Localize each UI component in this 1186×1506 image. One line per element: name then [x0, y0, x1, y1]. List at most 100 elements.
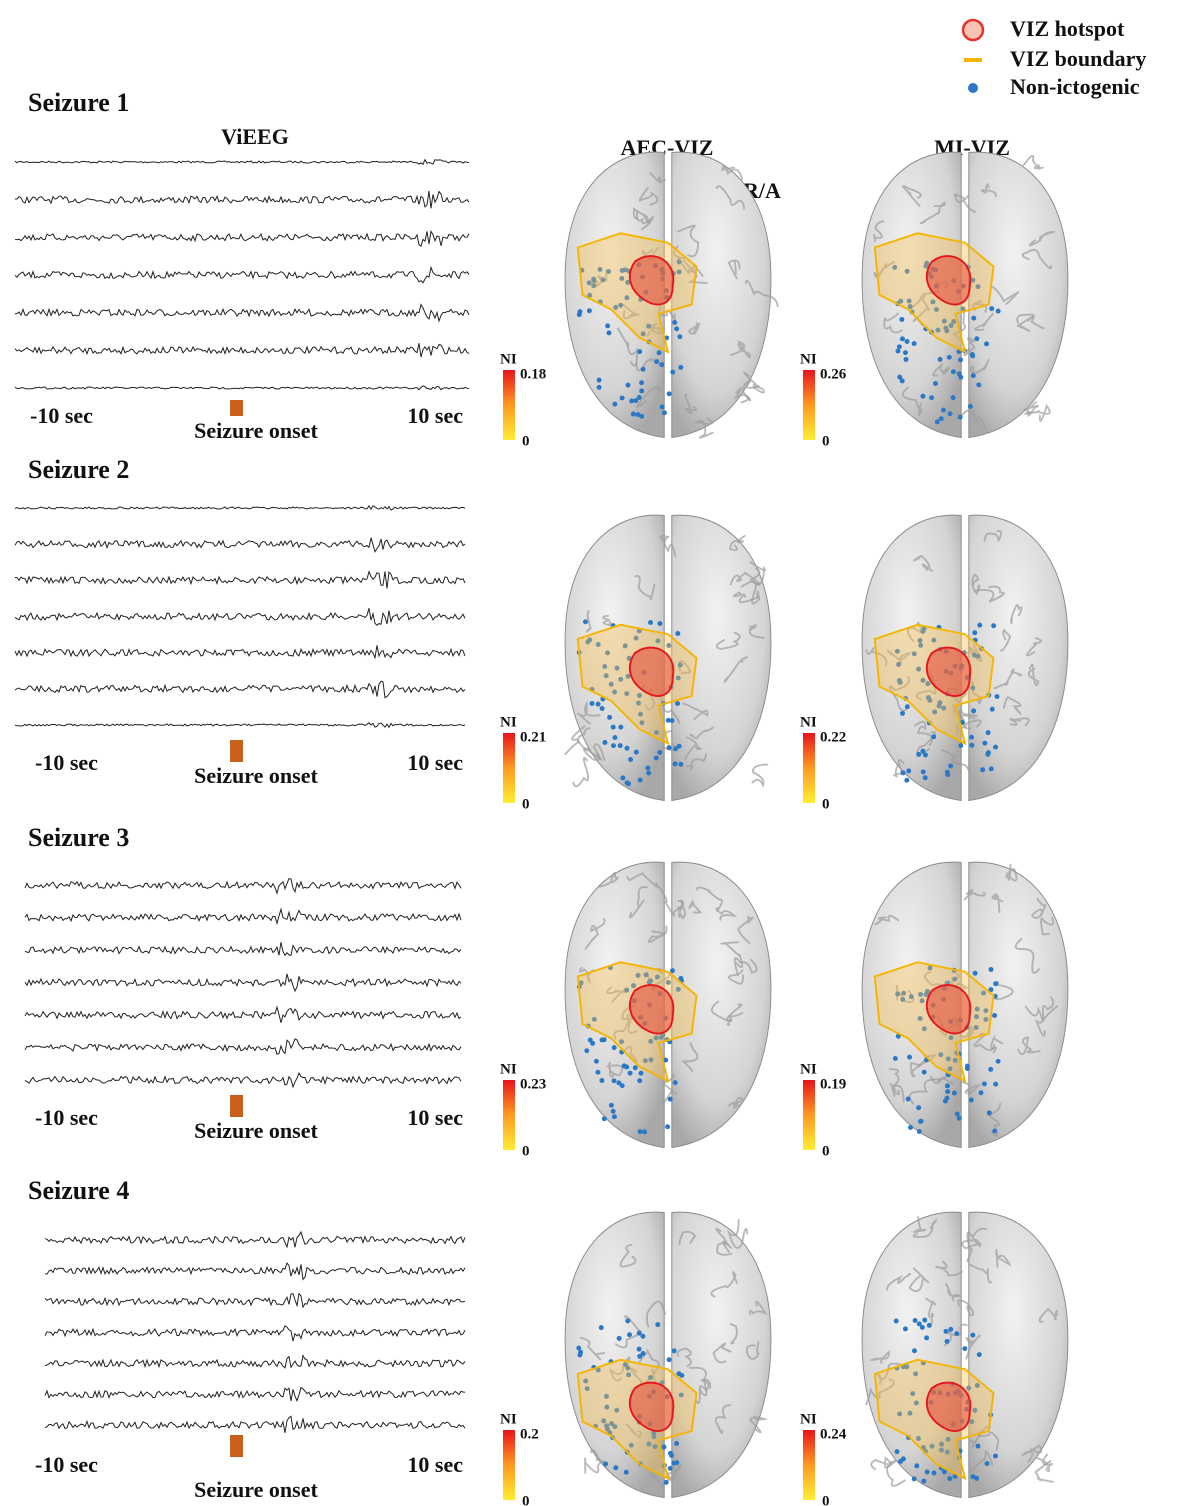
electrode — [628, 757, 633, 762]
colorbar-min: 0 — [822, 1493, 830, 1506]
electrode — [945, 1083, 950, 1088]
electrode — [893, 1056, 898, 1061]
eeg-trace — [15, 267, 469, 282]
electrode — [631, 412, 636, 417]
electrode — [669, 718, 674, 723]
electrode — [639, 380, 644, 385]
electrode — [925, 1470, 930, 1475]
electrode — [577, 309, 582, 314]
electrode — [974, 1476, 979, 1481]
electrode — [618, 743, 623, 748]
electrode — [993, 745, 998, 750]
electrode — [657, 750, 662, 755]
electrode — [987, 1110, 992, 1115]
electrode — [664, 1480, 669, 1485]
eeg-trace — [45, 1326, 465, 1341]
electrode — [595, 1070, 600, 1075]
electrode — [921, 1479, 926, 1484]
electrode — [657, 621, 662, 626]
electrode — [989, 766, 994, 771]
electrode — [662, 410, 667, 415]
colorbar-max: 0.26 — [820, 366, 847, 382]
electrode — [624, 1470, 629, 1475]
colorbar-title: NI — [500, 351, 517, 367]
electrode — [637, 1331, 642, 1336]
electrode — [916, 1105, 921, 1110]
legend-label: VIZ hotspot — [1010, 16, 1125, 41]
electrode — [594, 1059, 599, 1064]
electrode — [894, 1319, 899, 1324]
colorbar-title: NI — [800, 1061, 817, 1077]
brain-sulcus — [1024, 156, 1043, 169]
electrode — [954, 1331, 959, 1336]
colorbar-min: 0 — [522, 796, 530, 812]
electrode — [979, 1090, 984, 1095]
electrode — [669, 1453, 674, 1458]
electrode — [901, 770, 906, 775]
eeg-trace — [25, 909, 461, 923]
electrode — [668, 1097, 673, 1102]
electrode — [958, 743, 963, 748]
electrode — [675, 701, 680, 706]
onset-label: Seizure onset — [194, 1118, 318, 1143]
electrode — [990, 707, 995, 712]
electrode — [674, 326, 679, 331]
electrode — [985, 1461, 990, 1466]
eeg-trace — [15, 538, 465, 552]
electrode — [945, 1089, 950, 1094]
electrode — [576, 1346, 581, 1351]
electrode — [613, 735, 618, 740]
electrode — [673, 746, 678, 751]
electrode — [947, 1476, 952, 1481]
electrode — [654, 756, 659, 761]
electrode — [648, 620, 653, 625]
eeg-trace — [45, 1232, 465, 1247]
electrode — [931, 734, 936, 739]
electrode — [612, 402, 617, 407]
brain — [862, 1212, 1068, 1497]
electrode — [972, 630, 977, 635]
eeg-trace — [15, 681, 465, 697]
electrode — [969, 1098, 974, 1103]
electrode — [670, 370, 675, 375]
colorbar-title: NI — [500, 714, 517, 730]
electrode — [932, 1471, 937, 1476]
electrode — [634, 750, 639, 755]
electrode — [622, 1063, 627, 1068]
legend-dot-icon — [968, 83, 978, 93]
colorbar-max: 0.21 — [520, 729, 546, 745]
electrode — [611, 743, 616, 748]
electrode — [914, 1463, 919, 1468]
electrode — [922, 1318, 927, 1323]
eeg-trace — [25, 1039, 461, 1054]
electrode — [667, 1357, 672, 1362]
electrode — [962, 1346, 967, 1351]
electrode — [625, 746, 630, 751]
electrode — [671, 1461, 676, 1466]
electrode — [913, 1318, 918, 1323]
electrode — [629, 399, 634, 404]
electrode — [941, 408, 946, 413]
eeg-trace — [15, 723, 465, 728]
legend-label: Non-ictogenic — [1010, 74, 1140, 99]
electrode — [646, 771, 651, 776]
electrode — [986, 750, 991, 755]
electrode — [675, 631, 680, 636]
colorbar-min: 0 — [822, 433, 830, 449]
brain — [862, 152, 1068, 437]
electrode — [620, 775, 625, 780]
electrode — [602, 1037, 607, 1042]
electrode — [612, 1078, 617, 1083]
seizure-title: Seizure 1 — [28, 88, 129, 117]
colorbar-title: NI — [800, 351, 817, 367]
colorbar — [503, 1080, 515, 1150]
brain — [565, 1212, 771, 1497]
electrode — [924, 1335, 929, 1340]
electrode — [626, 383, 631, 388]
electrode — [971, 708, 976, 713]
electrode — [668, 1466, 673, 1471]
colorbar-max: 0.19 — [820, 1076, 846, 1092]
electrode — [602, 740, 607, 745]
electrode — [639, 388, 644, 393]
colorbar — [803, 1080, 815, 1150]
